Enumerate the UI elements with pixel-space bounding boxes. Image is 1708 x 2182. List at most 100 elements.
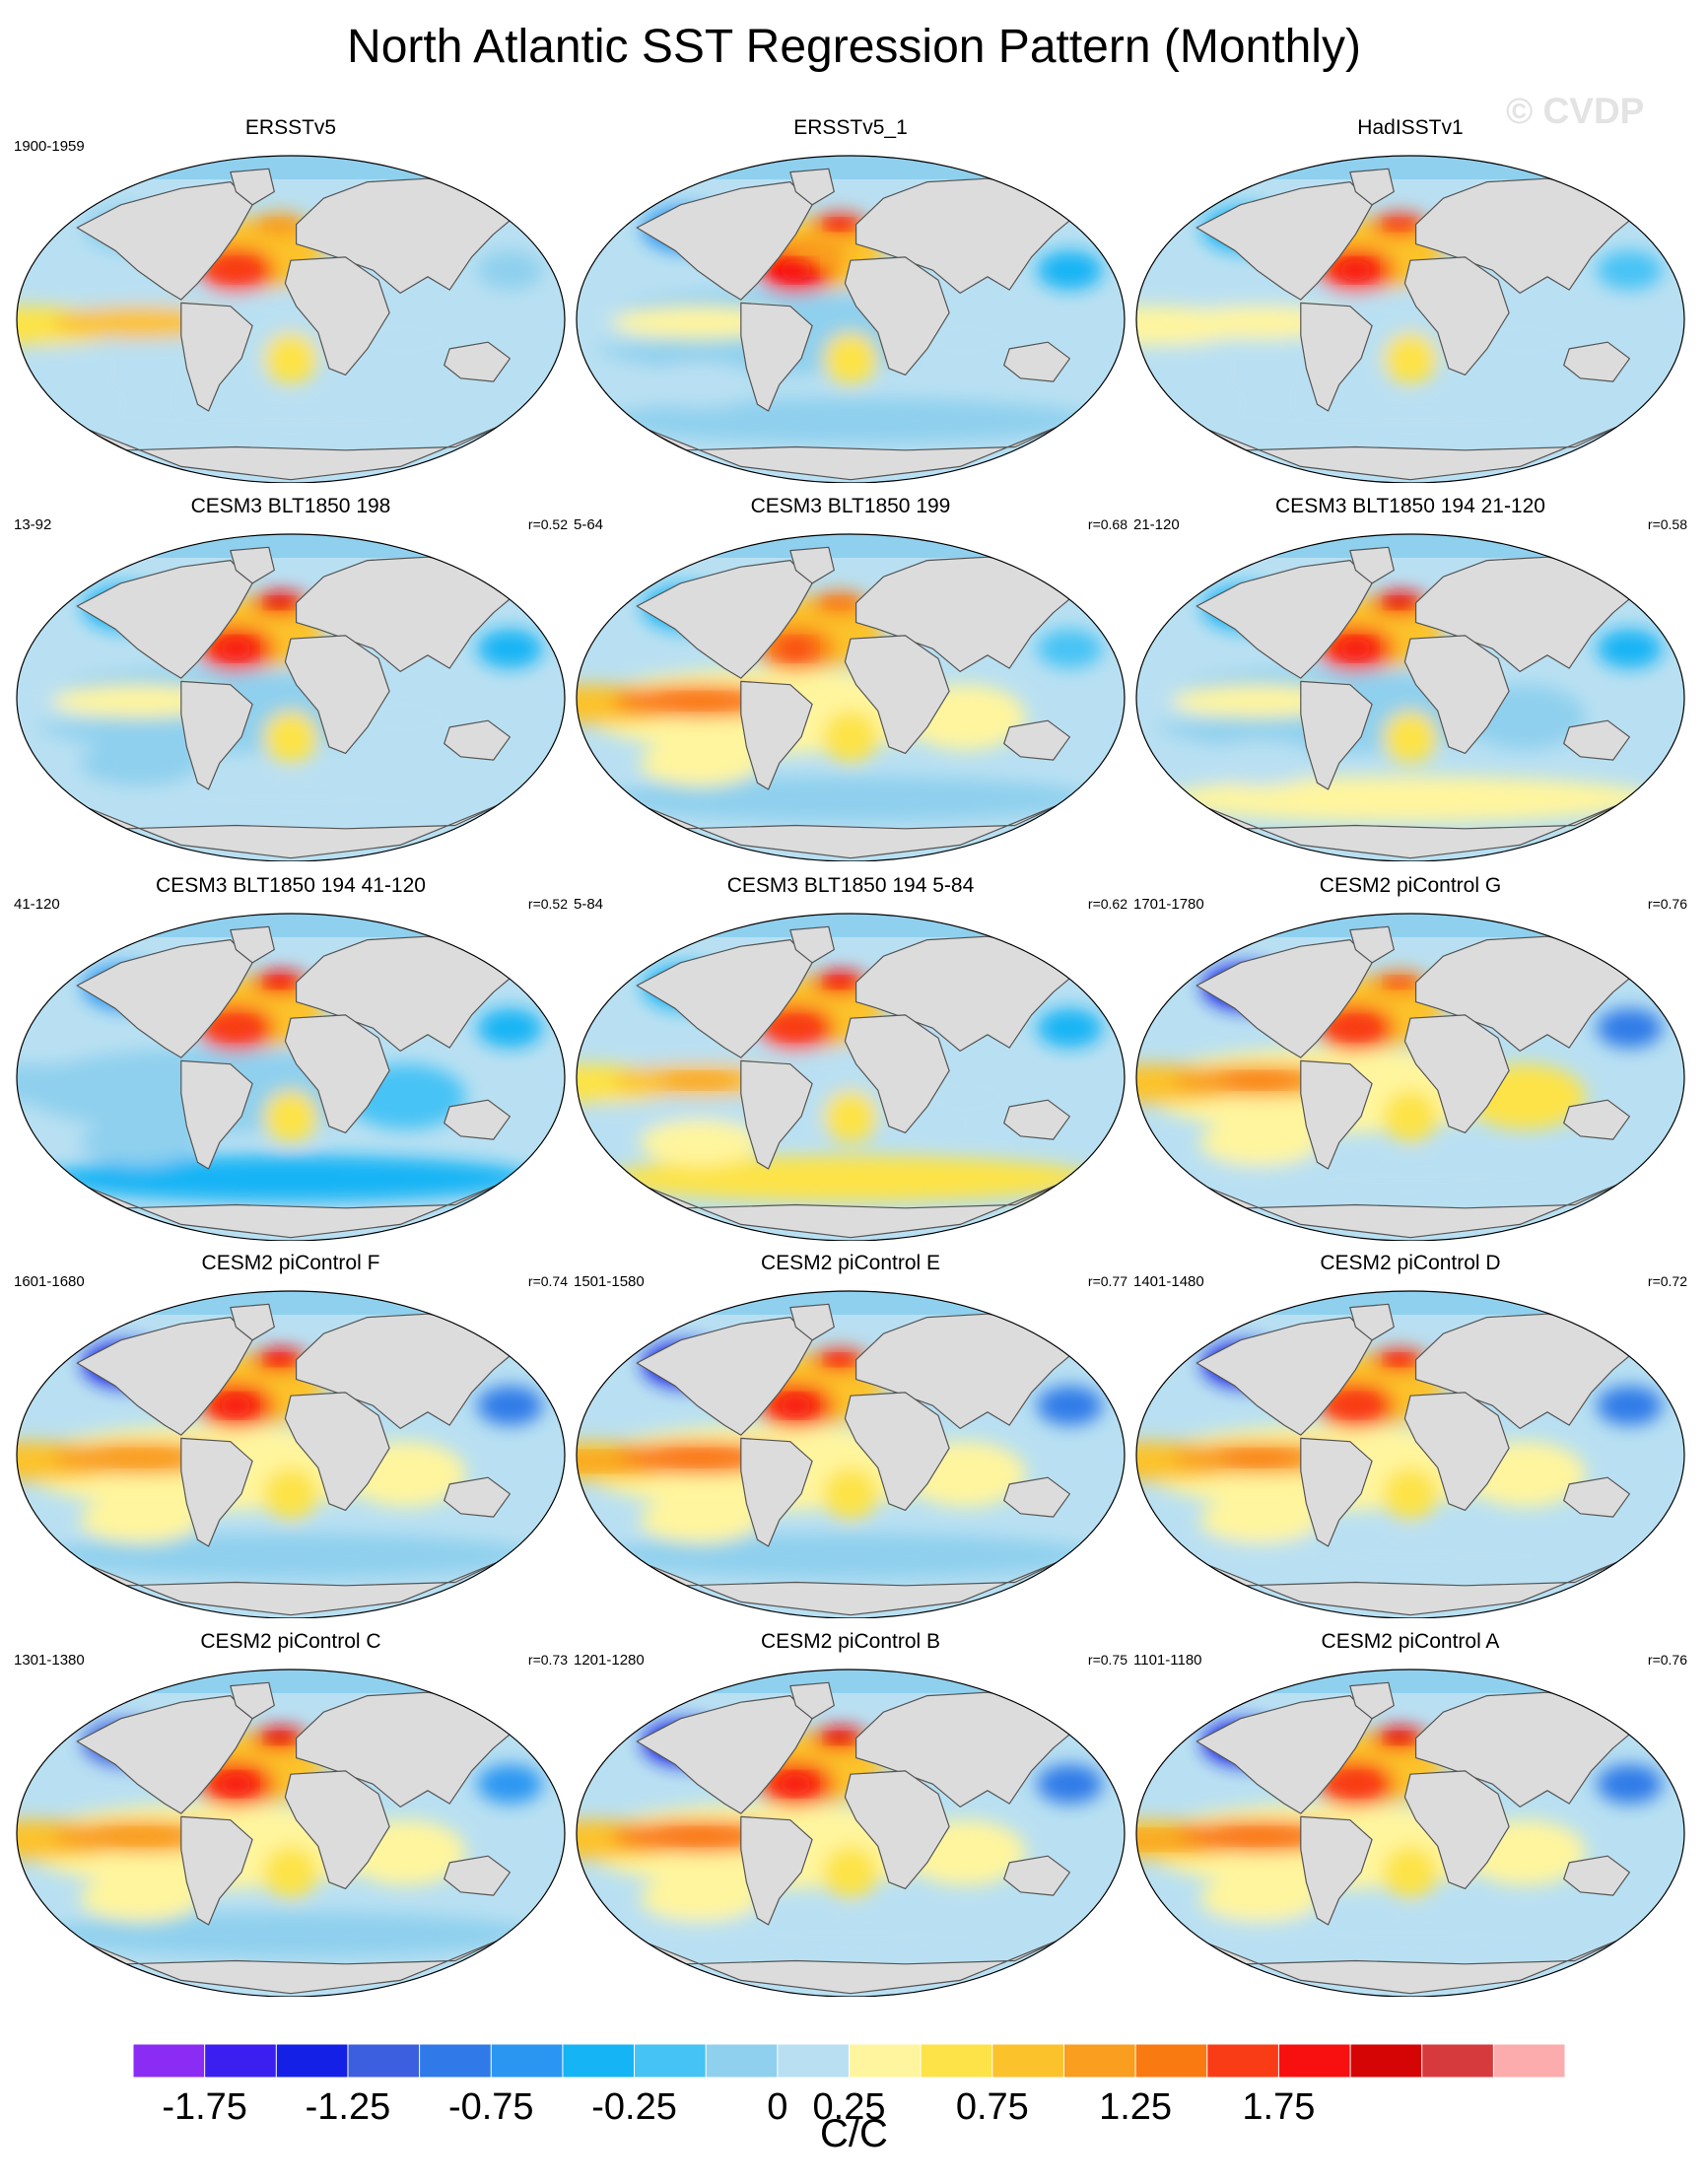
anomaly-core: [218, 1017, 253, 1039]
anomaly-core: [660, 1450, 740, 1466]
anomaly-core: [827, 977, 853, 988]
anomaly-core: [1387, 1733, 1412, 1743]
europe-asia-landmass: [855, 935, 1082, 1052]
anomaly-region: [263, 1467, 318, 1521]
colorbar-swatch: [634, 2044, 707, 2078]
map-panel: ERSSTv5_1: [572, 116, 1129, 483]
anomaly-core: [1220, 1072, 1300, 1088]
panel-title: CESM3 BLT1850 194 21-120: [1275, 495, 1545, 517]
panel-correlation: r=0.75: [1087, 1652, 1127, 1668]
anomaly-core: [1136, 1830, 1195, 1849]
south-america-landmass: [180, 680, 253, 790]
south-america-landmass: [740, 1437, 813, 1547]
map-border: [1135, 913, 1685, 1241]
anomaly-region: [639, 362, 761, 408]
colorbar-swatch: [562, 2044, 636, 2078]
north-america-landmass: [636, 181, 813, 301]
colorbar-swatch: [1421, 2044, 1494, 2078]
africa-landmass: [844, 1392, 950, 1511]
anomaly-region: [1597, 250, 1663, 291]
australia-landmass: [1563, 1855, 1630, 1896]
greenland-landmass: [1349, 168, 1395, 206]
europe-asia-landmass: [1415, 177, 1642, 294]
map-panel: CESM2 piControl F 1601-1680 r=0.74: [12, 1252, 570, 1618]
colorbar-swatch: [849, 2044, 922, 2078]
map-svg: [1135, 1669, 1685, 1997]
panel-correlation: r=0.62: [1087, 896, 1127, 912]
africa-landmass: [1403, 635, 1510, 754]
greenland-landmass: [789, 1681, 835, 1720]
anomaly-core: [778, 638, 813, 659]
anomaly-region: [477, 1764, 543, 1805]
map-svg: [16, 1290, 566, 1618]
anomaly-region: [603, 776, 1098, 823]
antarctica-landmass: [1201, 801, 1625, 859]
australia-landmass: [1003, 1099, 1070, 1140]
anomaly-region: [1383, 1846, 1438, 1899]
map-border: [1135, 533, 1685, 861]
map-panel: CESM2 piControl G 1701-1780 r=0.76: [1131, 874, 1689, 1241]
africa-landmass: [284, 1392, 390, 1511]
anomaly-core: [1387, 977, 1412, 988]
greenland-landmass: [230, 168, 275, 206]
anomaly-region: [43, 397, 538, 444]
greenland-landmass: [1349, 1681, 1395, 1720]
africa-landmass: [1403, 1770, 1510, 1889]
south-america-landmass: [1300, 1437, 1373, 1547]
australia-landmass: [1003, 1855, 1070, 1896]
anomaly-core: [778, 1773, 813, 1795]
anomaly-region: [43, 1533, 538, 1580]
antarctica-landmass: [642, 1558, 1065, 1616]
map-border: [576, 913, 1126, 1241]
arctic-band: [17, 156, 565, 179]
anomaly-region: [1198, 1875, 1321, 1922]
australia-landmass: [444, 1855, 511, 1896]
north-america-landmass: [76, 560, 253, 679]
greenland-landmass: [789, 925, 835, 964]
africa-landmass: [284, 1770, 390, 1889]
arctic-band: [17, 1670, 565, 1693]
anomaly-region: [43, 1155, 538, 1202]
anomaly-region: [477, 250, 543, 291]
panel-years: 5-84: [574, 896, 604, 913]
anomaly-core: [267, 977, 293, 988]
north-america-landmass: [1196, 560, 1373, 679]
anomaly-core: [827, 597, 853, 608]
anomaly-core: [827, 1354, 853, 1365]
colorbar-swatch: [1278, 2044, 1351, 2078]
south-america-landmass: [1300, 1059, 1373, 1170]
panel-correlation: r=0.52: [527, 516, 568, 532]
colorbar-unit-label: C/C: [820, 2112, 888, 2155]
anomaly-region: [263, 332, 318, 385]
anomaly-region: [263, 1846, 318, 1899]
antarctica-landmass: [642, 801, 1065, 859]
anomaly-region: [1383, 332, 1438, 385]
anomaly-region: [1037, 1386, 1103, 1426]
south-america-landmass: [180, 1059, 253, 1170]
greenland-landmass: [1349, 546, 1395, 584]
panel-title: HadISSTv1: [1357, 116, 1464, 139]
colorbar-swatch: [1206, 2044, 1279, 2078]
arctic-band: [1136, 914, 1684, 937]
arctic-band: [17, 534, 565, 558]
anomaly-core: [577, 1452, 635, 1470]
arctic-band: [577, 914, 1125, 937]
anomaly-region: [79, 740, 201, 786]
colorbar-swatch: [1493, 2044, 1566, 2078]
panel-correlation: r=0.58: [1647, 516, 1687, 532]
anomaly-region: [1198, 1120, 1321, 1166]
anomaly-core: [218, 1773, 253, 1795]
arctic-band: [17, 1291, 565, 1315]
antarctica-landmass: [1201, 1558, 1625, 1616]
antarctica-landmass: [1201, 423, 1625, 481]
africa-landmass: [1403, 1392, 1510, 1511]
map-border: [576, 1669, 1126, 1997]
south-america-landmass: [180, 302, 253, 412]
anomaly-core: [218, 1395, 253, 1416]
anomaly-core: [660, 693, 740, 709]
anomaly-core: [1220, 1450, 1300, 1466]
panel-years: 1201-1280: [574, 1652, 645, 1669]
north-america-landmass: [636, 560, 813, 679]
anomaly-core: [101, 1828, 180, 1844]
panel-correlation: r=0.74: [527, 1273, 568, 1289]
